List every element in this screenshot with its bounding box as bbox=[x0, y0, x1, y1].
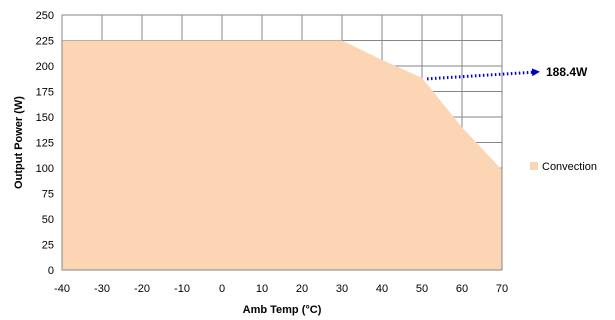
x-tick-label-20: 20 bbox=[296, 283, 308, 295]
y-tick-label-225: 225 bbox=[36, 36, 54, 48]
x-tick-label-0: 0 bbox=[219, 283, 225, 295]
x-tick-label-60: 60 bbox=[456, 283, 468, 295]
x-axis-title: Amb Temp (°C) bbox=[243, 304, 322, 316]
y-tick-label-50: 50 bbox=[42, 214, 54, 226]
x-tick-label-50: 50 bbox=[416, 283, 428, 295]
legend-label-convection: Convection bbox=[542, 161, 597, 173]
callout-annotation: 188.4W bbox=[426, 65, 588, 81]
legend: Convection bbox=[530, 161, 597, 173]
legend-swatch-convection bbox=[530, 162, 538, 170]
x-tick-label--30: -30 bbox=[94, 283, 110, 295]
y-tick-label-175: 175 bbox=[36, 87, 54, 99]
plot-area-border bbox=[61, 14, 503, 271]
x-tick-label-70: 70 bbox=[496, 283, 508, 295]
y-tick-label-250: 250 bbox=[36, 10, 54, 22]
x-tick-label-10: 10 bbox=[256, 283, 268, 295]
x-tick-label--20: -20 bbox=[134, 283, 150, 295]
y-tick-label-150: 150 bbox=[36, 112, 54, 124]
x-tick-label--10: -10 bbox=[174, 283, 190, 295]
callout-label: 188.4W bbox=[546, 65, 588, 79]
y-tick-label-25: 25 bbox=[42, 240, 54, 252]
area-series-convection bbox=[62, 40, 502, 270]
y-tick-label-75: 75 bbox=[42, 189, 54, 201]
x-tick-label-30: 30 bbox=[336, 283, 348, 295]
series-area-layer bbox=[62, 40, 502, 270]
y-tick-label-0: 0 bbox=[48, 265, 54, 277]
x-tick-label--40: -40 bbox=[54, 283, 70, 295]
y-axis-title: Output Power (W) bbox=[13, 96, 25, 189]
y-tick-label-100: 100 bbox=[36, 163, 54, 175]
y-tick-label-200: 200 bbox=[36, 61, 54, 73]
y-tick-label-125: 125 bbox=[36, 138, 54, 150]
x-tick-label-40: 40 bbox=[376, 283, 388, 295]
